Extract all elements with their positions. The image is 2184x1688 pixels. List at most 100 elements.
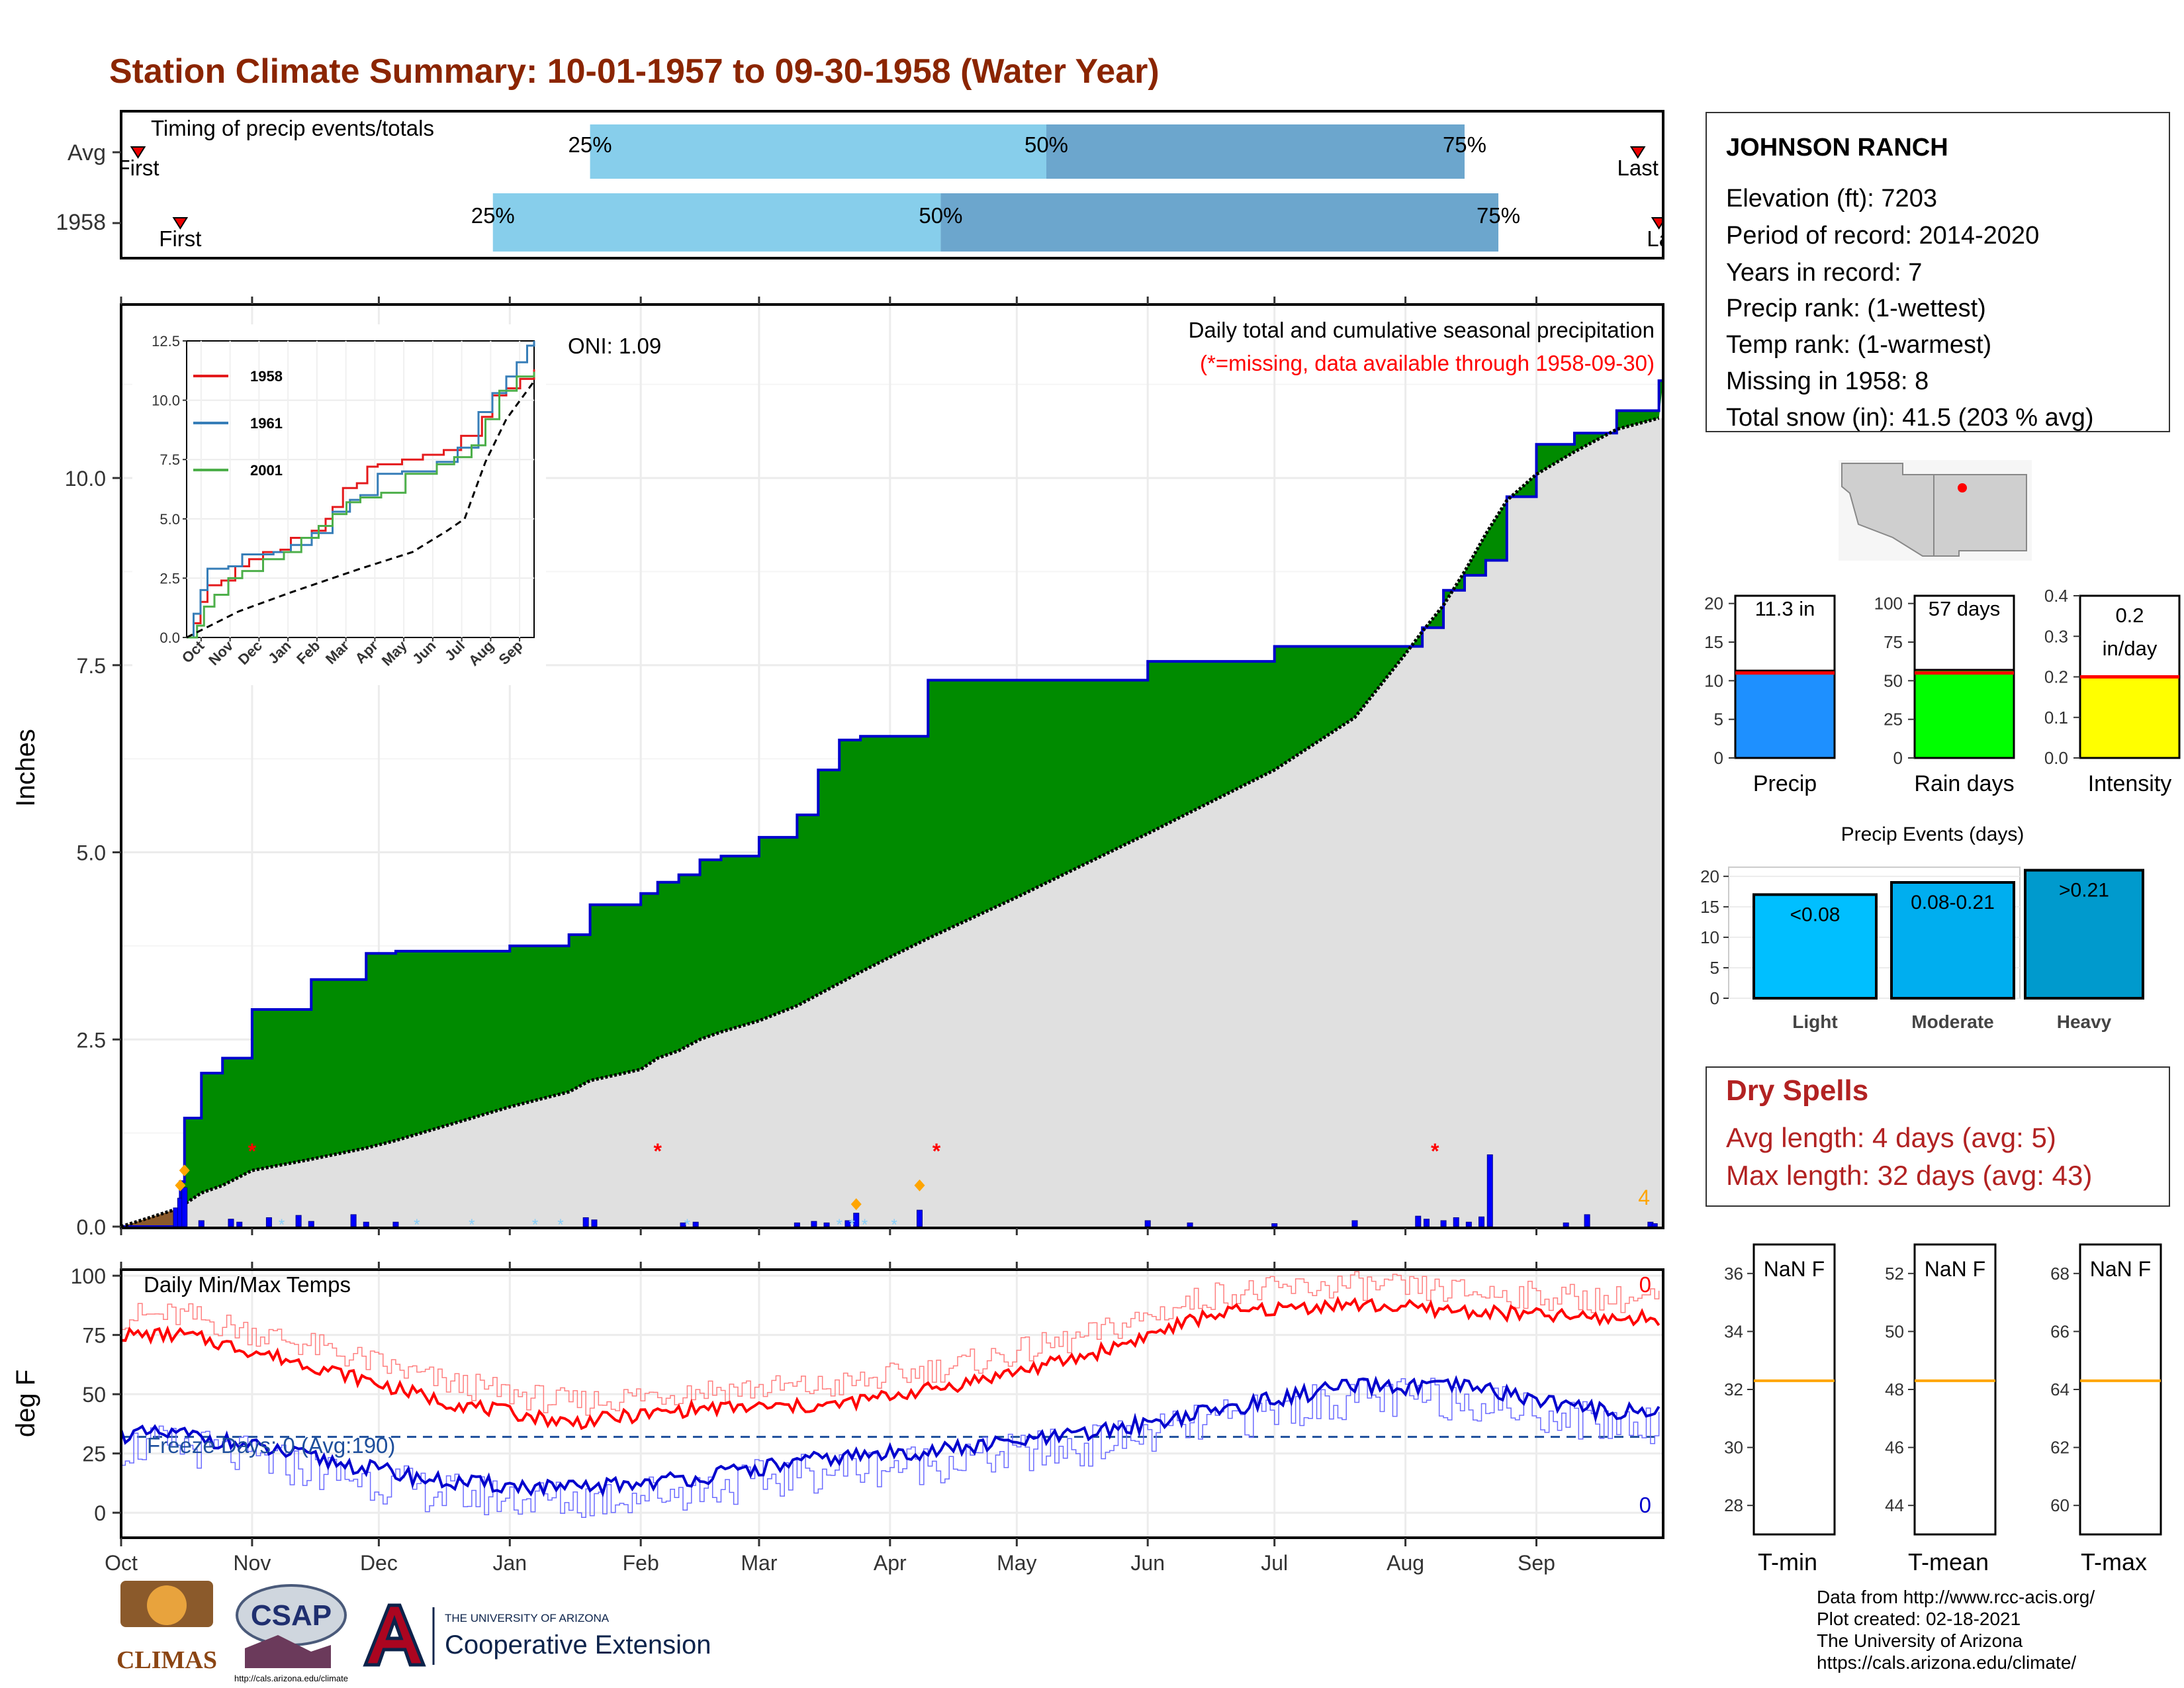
timing-bar-q2 <box>492 193 941 252</box>
temp-bar-label: T-max <box>2081 1548 2147 1575</box>
summary-tick-label: 15 <box>1704 632 1723 652</box>
inset-average-line <box>186 381 535 639</box>
daily-precip-bar <box>1424 1219 1430 1227</box>
daily-precip-bar <box>265 1217 272 1227</box>
csap-logo-text: CSAP <box>251 1599 332 1632</box>
missing-count: 4 <box>1638 1186 1650 1209</box>
location-map <box>1839 460 2032 561</box>
precip-daily-bars <box>173 1154 1658 1227</box>
station-info-frame <box>1706 112 2170 432</box>
daily-precip-bar <box>181 1187 188 1227</box>
temp-bar-label: T-min <box>1758 1548 1817 1575</box>
events-bar-label: Light <box>1792 1011 1837 1032</box>
dry-spells-title: Dry Spells <box>1726 1074 1868 1107</box>
summary-tick-label: 50 <box>1884 671 1903 690</box>
daily-precip-bar <box>1415 1215 1422 1227</box>
events-tick-label: 20 <box>1700 867 1719 886</box>
snow-flake-marker: * <box>532 1216 538 1234</box>
daily-precip-bar <box>363 1221 369 1227</box>
daily-precip-bar <box>1271 1223 1278 1227</box>
first-event-label: First <box>159 226 201 251</box>
daily-precip-bar <box>1187 1222 1193 1227</box>
summary-bars: 0 5 10 15 20 11.3 in Precip 0 25 50 75 100 57 days Ra… <box>1704 586 2181 796</box>
missing-data-marker: * <box>653 1139 662 1163</box>
climas-logo-sun <box>147 1585 187 1625</box>
temp-y-label: deg F <box>11 1370 40 1437</box>
inset-legend-label: 1961 <box>250 415 283 432</box>
events-tick-label: 0 <box>1710 988 1719 1008</box>
events-value-label: <0.08 <box>1790 904 1841 925</box>
summary-tick-label: 25 <box>1884 710 1903 729</box>
temp-bar-value: NaN F <box>1764 1257 1825 1281</box>
timing-pct-label: 50% <box>1024 132 1068 157</box>
daily-precip-bar <box>1465 1221 1472 1227</box>
tmax-line <box>122 1295 1661 1430</box>
daily-precip-bar <box>1584 1214 1590 1227</box>
daily-precip-bar <box>295 1215 302 1227</box>
snow-flake-marker: * <box>891 1216 897 1234</box>
precip-markers: * * * * * * * * * * * * * * <box>175 1139 1439 1234</box>
temp-bar-tick-label: 28 <box>1724 1495 1743 1515</box>
temp-bar-tick-label: 64 <box>2050 1380 2070 1399</box>
snow-flake-marker: * <box>849 1216 855 1234</box>
daily-precip-bar <box>1440 1220 1447 1227</box>
summary-bar-label: Precip <box>1753 771 1817 796</box>
oni-label: ONI: 1.09 <box>568 334 661 358</box>
summary-bar-label: Intensity <box>2088 771 2172 796</box>
temp-bar-tick-label: 34 <box>1724 1321 1743 1341</box>
timing-pct-label: 50% <box>919 203 962 228</box>
page-title: Station Climate Summary: 10-01-1957 to 0… <box>109 52 1160 91</box>
missing-data-marker: * <box>248 1139 257 1163</box>
station-line: Temp rank: (1-warmest) <box>1726 331 1991 359</box>
inset-y-tick-label: 5.0 <box>159 511 180 528</box>
csap-logo: CSAP http://cals.arizona.edu/climate <box>234 1584 348 1683</box>
temp-bar-tick-label: 60 <box>2050 1495 2070 1515</box>
first-event-marker <box>130 146 146 159</box>
temp-bar-tick-label: 50 <box>1885 1321 1904 1341</box>
avg-tmax-line <box>122 1271 1660 1416</box>
station-info-box: JOHNSON RANCH Elevation (ft): 7203 Perio… <box>1706 112 2170 432</box>
tmin-line <box>122 1375 1661 1498</box>
events-bar <box>1752 893 1878 1000</box>
temp-bar-tick-label: 36 <box>1724 1264 1743 1284</box>
station-location-dot <box>1958 483 1967 492</box>
summary-tick-label: 75 <box>1884 632 1903 652</box>
inset-y-tick-label: 12.5 <box>152 333 180 350</box>
temp-panel-frame <box>120 1268 1664 1539</box>
summary-tick-label: 0.1 <box>2044 708 2068 727</box>
first-event-label: First <box>116 156 159 180</box>
last-event-label: La <box>1647 226 1671 251</box>
inset-y-tick-label: 7.5 <box>159 451 180 468</box>
temp-y-tick-label: 50 <box>82 1383 106 1407</box>
summary-bar <box>1913 669 2015 759</box>
surplus-area <box>122 381 1662 1227</box>
ua-logo: THE UNIVERSITY OF ARIZONA Cooperative Ex… <box>363 1603 711 1667</box>
daily-precip-bar <box>1479 1216 1485 1227</box>
summary-value-label: 57 days <box>1929 597 2001 620</box>
daily-precip-bar <box>1351 1220 1358 1227</box>
month-tick-label: May <box>997 1551 1036 1575</box>
summary-tick-label: 0.0 <box>2044 748 2068 768</box>
summary-tick-label: 0.4 <box>2044 586 2068 606</box>
precip-panel-frame <box>120 303 1664 1229</box>
timing-pct-label: 25% <box>569 132 612 157</box>
credits: Data from http://www.rcc-acis.org/ Plot … <box>1817 1587 2095 1673</box>
observed-cumulative-line <box>122 379 1662 1227</box>
daily-precip-bar <box>1651 1223 1658 1227</box>
snow-flake-marker: * <box>279 1216 285 1234</box>
summary-tick-label: 10 <box>1704 671 1723 690</box>
tmax-count: 0 <box>1639 1272 1651 1297</box>
summary-value-label: 0.2 <box>2115 604 2144 627</box>
temp-bar-tick-label: 44 <box>1885 1495 1904 1515</box>
temp-panel: 0 25 50 75 100 Oct Nov Dec Jan Feb Mar Apr May Jun Ju… <box>11 1262 1664 1575</box>
temp-bar-tick-label: 48 <box>1885 1380 1904 1399</box>
snow-event-marker <box>914 1179 925 1192</box>
inset-legend-label: 2001 <box>250 462 283 479</box>
month-tick-label: Mar <box>741 1551 777 1575</box>
station-line: Total snow (in): 41.5 (203 % avg) <box>1726 404 2094 432</box>
daily-precip-bar <box>794 1222 800 1227</box>
dry-spells-avg: Avg length: 4 days (avg: 5) <box>1726 1122 2056 1153</box>
precip-y-axis: 0.0 2.5 5.0 7.5 10.0 <box>65 467 121 1239</box>
daily-precip-bar <box>308 1221 314 1227</box>
